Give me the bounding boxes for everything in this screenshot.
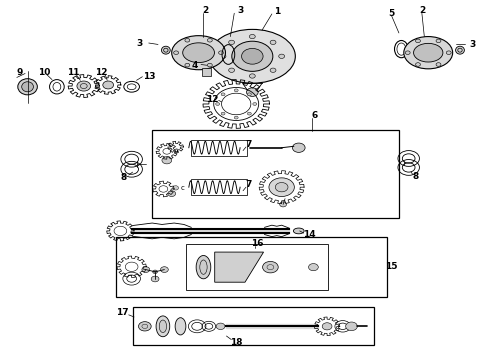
- Text: 7: 7: [245, 180, 252, 189]
- Text: 5: 5: [389, 9, 395, 18]
- Text: 11: 11: [67, 68, 79, 77]
- Circle shape: [216, 323, 225, 329]
- Ellipse shape: [456, 46, 465, 54]
- Ellipse shape: [175, 318, 186, 335]
- Text: 10: 10: [39, 68, 51, 77]
- Circle shape: [416, 39, 420, 43]
- Text: 8: 8: [413, 172, 419, 181]
- Text: 14: 14: [303, 230, 316, 239]
- Circle shape: [436, 63, 441, 66]
- Ellipse shape: [172, 36, 225, 70]
- Circle shape: [216, 103, 220, 105]
- Text: 3: 3: [137, 39, 143, 48]
- Text: 17: 17: [116, 308, 128, 317]
- Text: 12: 12: [206, 95, 219, 104]
- Circle shape: [153, 270, 158, 274]
- Circle shape: [185, 39, 190, 42]
- Circle shape: [309, 264, 318, 271]
- Circle shape: [246, 88, 258, 96]
- Circle shape: [249, 74, 255, 78]
- Circle shape: [172, 186, 178, 190]
- Circle shape: [168, 191, 175, 197]
- Circle shape: [221, 112, 225, 115]
- Circle shape: [253, 103, 257, 105]
- Ellipse shape: [404, 37, 453, 69]
- Ellipse shape: [22, 82, 33, 92]
- Bar: [191, 179, 247, 195]
- Text: 4: 4: [192, 61, 198, 70]
- Circle shape: [275, 183, 288, 192]
- Ellipse shape: [414, 43, 443, 62]
- Bar: [191, 140, 247, 156]
- Text: 8: 8: [121, 173, 127, 182]
- Text: 1: 1: [273, 7, 280, 16]
- Circle shape: [247, 93, 251, 96]
- Circle shape: [416, 63, 420, 66]
- Circle shape: [345, 322, 357, 330]
- Circle shape: [161, 267, 168, 273]
- Text: 2: 2: [419, 6, 425, 15]
- Text: 2: 2: [202, 6, 208, 15]
- Text: 3: 3: [469, 40, 475, 49]
- Ellipse shape: [18, 79, 37, 95]
- Circle shape: [249, 35, 255, 39]
- Text: c: c: [180, 185, 184, 191]
- Bar: [133, 307, 374, 345]
- Circle shape: [270, 40, 276, 45]
- Text: 12: 12: [95, 68, 107, 77]
- Bar: [152, 130, 399, 218]
- Circle shape: [229, 68, 235, 72]
- Ellipse shape: [294, 228, 304, 234]
- Circle shape: [322, 323, 332, 330]
- Circle shape: [279, 54, 285, 58]
- Ellipse shape: [196, 256, 211, 279]
- Text: 18: 18: [230, 338, 243, 347]
- Ellipse shape: [209, 30, 295, 83]
- Ellipse shape: [183, 43, 215, 63]
- Bar: [116, 237, 387, 297]
- Text: 3: 3: [237, 6, 243, 15]
- Circle shape: [405, 51, 410, 54]
- Circle shape: [436, 39, 441, 43]
- Bar: [202, 68, 211, 76]
- Text: 15: 15: [385, 262, 398, 271]
- Text: 6: 6: [311, 111, 318, 120]
- Circle shape: [263, 261, 278, 273]
- Text: 16: 16: [251, 239, 264, 248]
- Text: 13: 13: [144, 72, 156, 81]
- Circle shape: [446, 51, 451, 54]
- Circle shape: [185, 63, 190, 67]
- Circle shape: [280, 202, 287, 207]
- Circle shape: [270, 68, 276, 72]
- Circle shape: [221, 93, 225, 96]
- Circle shape: [173, 51, 178, 54]
- Circle shape: [162, 157, 172, 164]
- Circle shape: [234, 116, 238, 119]
- Circle shape: [142, 267, 150, 273]
- Ellipse shape: [156, 316, 170, 337]
- Text: 9: 9: [16, 68, 23, 77]
- Circle shape: [139, 321, 151, 331]
- Circle shape: [229, 40, 235, 45]
- Circle shape: [234, 89, 238, 92]
- Text: 7: 7: [245, 140, 252, 149]
- Circle shape: [207, 39, 212, 42]
- Circle shape: [247, 112, 251, 115]
- Circle shape: [242, 48, 263, 64]
- Circle shape: [232, 41, 273, 71]
- Ellipse shape: [200, 260, 207, 274]
- Circle shape: [220, 54, 226, 58]
- Ellipse shape: [161, 46, 170, 54]
- Circle shape: [293, 143, 305, 152]
- Circle shape: [269, 178, 294, 197]
- Ellipse shape: [159, 320, 167, 333]
- Circle shape: [219, 51, 223, 54]
- Circle shape: [77, 81, 91, 91]
- Polygon shape: [215, 252, 264, 282]
- Circle shape: [151, 276, 159, 282]
- Bar: [186, 244, 328, 291]
- Circle shape: [207, 63, 212, 67]
- Circle shape: [103, 81, 114, 89]
